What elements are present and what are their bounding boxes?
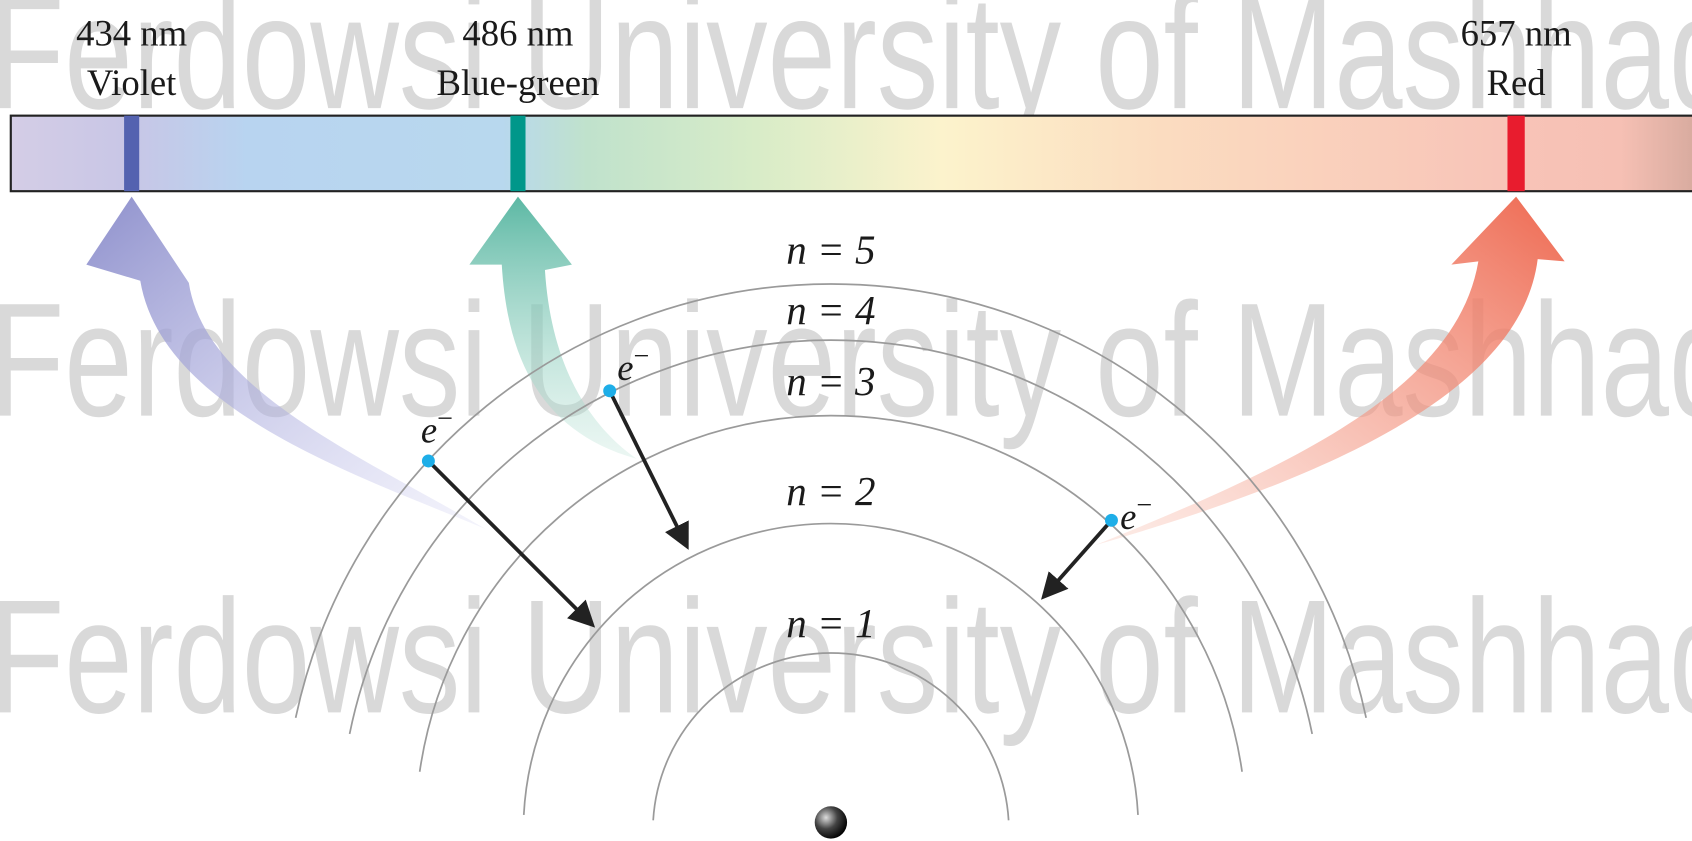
- color-label: Blue-green: [436, 62, 599, 103]
- level-label: n = 4: [786, 287, 875, 333]
- color-label: Violet: [87, 62, 176, 103]
- electron-symbol: e: [421, 410, 437, 451]
- electron-charge: −: [634, 341, 650, 372]
- watermark: Ferdowsi University of Mashhad: [0, 566, 1692, 747]
- wavelength-label: 434 nm: [76, 13, 187, 54]
- diagram: Ferdowsi University of Mashhad Ferdowsi …: [0, 0, 1692, 841]
- level-label: n = 3: [786, 358, 875, 404]
- spectrum-bar: [11, 116, 1692, 192]
- level-label: n = 5: [786, 226, 875, 272]
- electron-symbol: e: [1120, 496, 1136, 537]
- electron-charge: −: [437, 404, 453, 435]
- level-label: n = 1: [786, 600, 875, 646]
- level-label: n = 2: [786, 468, 875, 514]
- color-label: Red: [1487, 62, 1546, 103]
- electron-charge: −: [1136, 490, 1152, 521]
- wavelength-label: 486 nm: [462, 13, 573, 54]
- electron-symbol: e: [617, 347, 633, 388]
- electron-label: e−: [1120, 490, 1152, 537]
- electron: [422, 454, 435, 467]
- nucleus: [815, 806, 847, 838]
- page: {"watermark": ["Ferdowsi University of M…: [0, 0, 1692, 841]
- blue-green-line: [510, 116, 525, 192]
- electron: [1105, 514, 1118, 527]
- violet-line: [124, 116, 139, 192]
- red-line: [1507, 116, 1524, 192]
- wavelength-label: 657 nm: [1461, 13, 1572, 54]
- electron: [603, 384, 616, 397]
